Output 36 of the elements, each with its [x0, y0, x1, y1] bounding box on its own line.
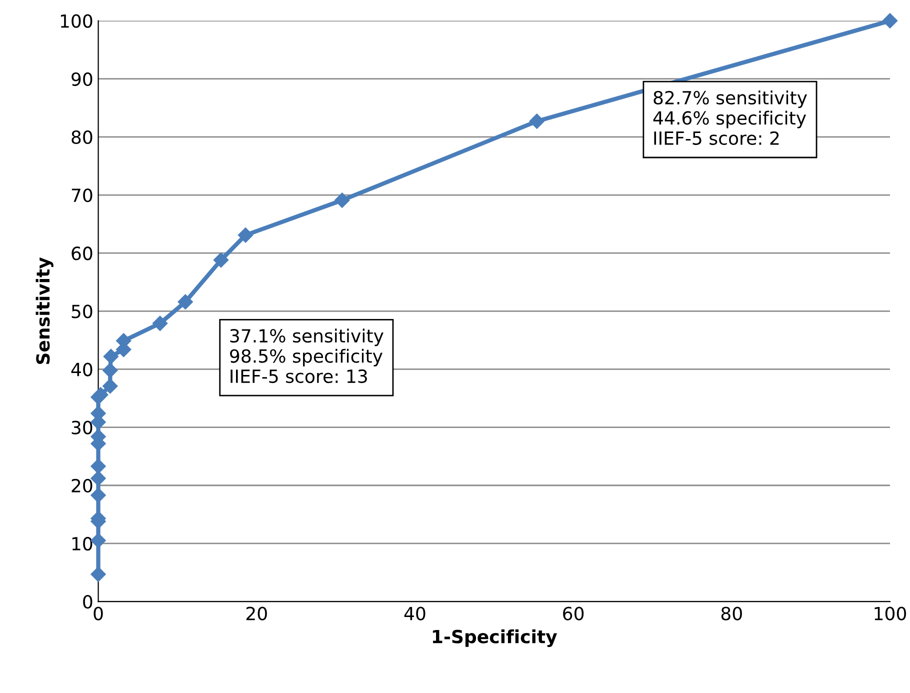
y-tick-label: 30	[72, 420, 92, 434]
point	[152, 316, 168, 331]
annotation: 37.1% sensitivity 98.5% specificity IIEF-5 score: 13	[230, 328, 384, 384]
point	[90, 458, 106, 474]
y-tick-label: 70	[72, 188, 92, 202]
point	[90, 470, 106, 486]
x-axis-title: 1-Specificity	[432, 629, 558, 648]
y-tick-label: 80	[72, 130, 92, 144]
y-tick-label: 100	[60, 14, 92, 28]
point	[102, 378, 118, 394]
y-tick-label: 0	[83, 594, 92, 609]
y-tick-label: 20	[72, 478, 92, 492]
x-tick-label: 20	[246, 606, 267, 620]
point	[90, 566, 106, 582]
point	[90, 532, 106, 548]
point	[213, 252, 229, 268]
y-tick-label: 60	[72, 246, 92, 260]
point	[103, 348, 119, 364]
point	[882, 13, 898, 28]
y-tick-label: 40	[71, 362, 92, 376]
y-tick-label: 90	[72, 72, 92, 86]
point	[102, 362, 118, 378]
x-tick-label: 100	[874, 606, 906, 620]
y-tick-label: 10	[72, 536, 92, 551]
x-tick-label: 60	[563, 606, 584, 620]
point	[178, 294, 193, 310]
point	[90, 488, 106, 503]
x-tick-label: 0	[94, 606, 103, 620]
point	[238, 228, 254, 243]
y-tick-label: 50	[72, 304, 92, 318]
x-tick-label: 40	[404, 606, 426, 620]
x-tick-label: 80	[721, 606, 742, 620]
annotation: 82.7% sensitivity 44.6% specificity IIEF-5 score: 2	[653, 90, 807, 145]
point	[529, 114, 544, 129]
point	[334, 192, 350, 208]
y-axis-title: Sensitivity	[36, 257, 54, 364]
